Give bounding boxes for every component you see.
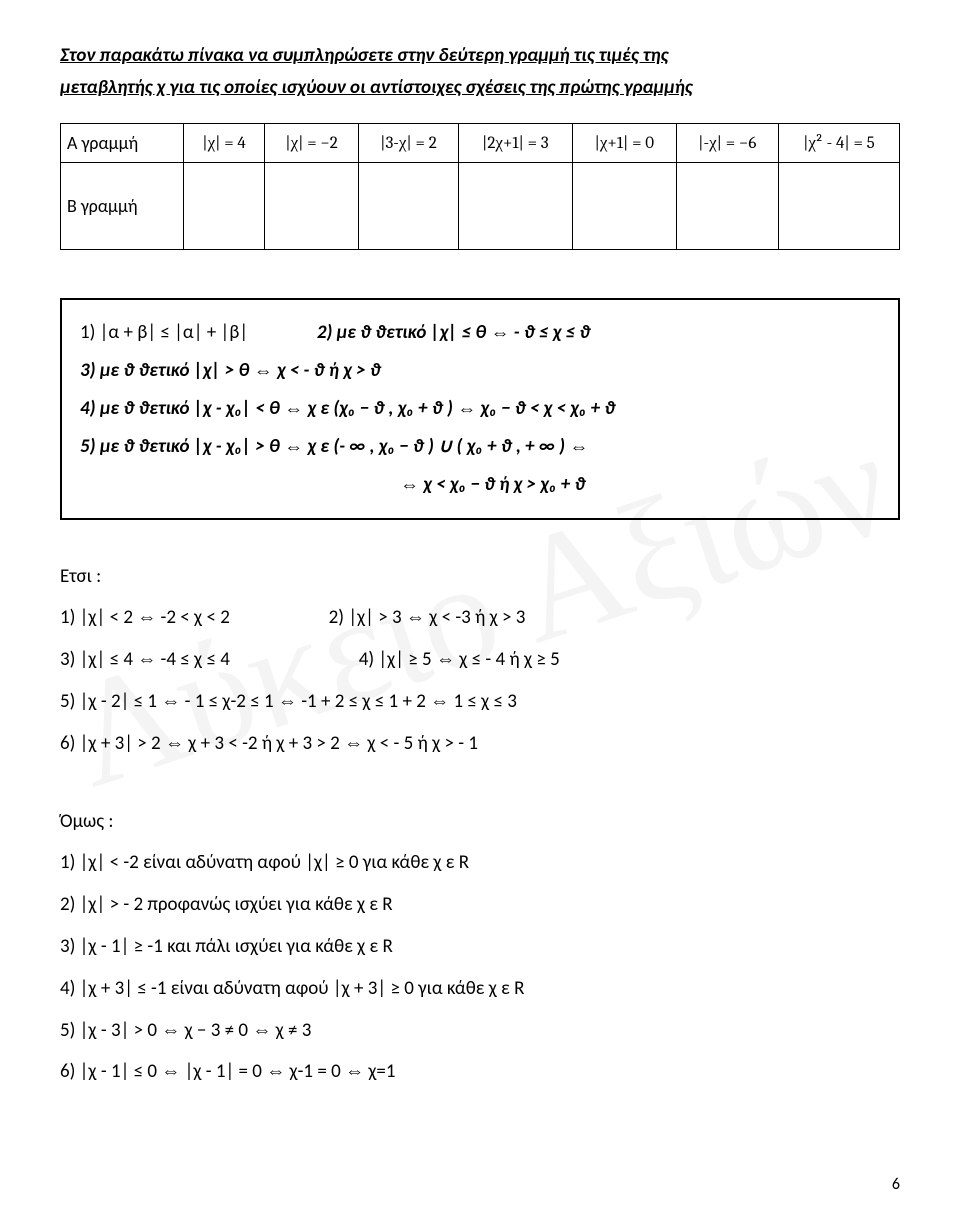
rule-5b: ⇔ χ < χ₀ − ϑ ή χ > χ₀ + ϑ (80, 466, 880, 504)
intro-text: Στον παρακάτω πίνακα να συμπληρώσετε στη… (60, 40, 900, 105)
rule-4: 4) με ϑ ϑετικό |χ - χ₀| < θ ⇔ χ ε (χ₀ − … (80, 390, 880, 428)
cell-a1: |χ| = 4 (184, 123, 265, 162)
cell-b7 (778, 162, 899, 249)
omos-2: 2) |χ| > - 2 προφανώς ισχύει για κάθε χ … (60, 884, 900, 926)
etsi-1: 1) |χ| < 2 ⇔ -2 < χ < 2 (60, 606, 230, 629)
etsi-5: 5) |χ - 2| ≤ 1 ⇔ - 1 ≤ χ-2 ≤ 1 ⇔ -1 + 2 … (60, 681, 900, 723)
etsi-4: 4) |χ| ≥ 5 ⇔ χ ≤ - 4 ή χ ≥ 5 (359, 648, 560, 671)
cell-a3: |3-χ| = 2 (359, 123, 459, 162)
etsi-label: Ετσι : (60, 556, 900, 598)
rule-3: 3) με ϑ ϑετικό |χ| > θ ⇔ χ < - ϑ ή χ > ϑ (80, 352, 880, 390)
cell-a7: |χ² - 4| = 5 (778, 123, 899, 162)
cell-a6: |-χ| = −6 (676, 123, 778, 162)
cell-b4 (458, 162, 572, 249)
etsi-2: 2) |χ| > 3 ⇔ χ < -3 ή χ > 3 (329, 606, 526, 629)
etsi-section: Ετσι : 1) |χ| < 2 ⇔ -2 < χ < 2 2) |χ| > … (60, 556, 900, 765)
table-row-b: Β γραμμή (61, 162, 900, 249)
intro-line2: μεταβλητής χ για τις οποίες ισχύουν οι α… (60, 76, 692, 99)
etsi-6: 6) |χ + 3| > 2 ⇔ χ + 3 < -2 ή χ + 3 > 2 … (60, 723, 900, 765)
omos-label: Όμως : (60, 801, 900, 843)
etsi-3: 3) |χ| ≤ 4 ⇔ -4 ≤ χ ≤ 4 (60, 648, 230, 671)
rule-5a: 5) με ϑ ϑετικό |χ - χ₀| > θ ⇔ χ ε (- ∞ ,… (80, 428, 880, 466)
table-row-a: Α γραμμή |χ| = 4 |χ| = −2 |3-χ| = 2 |2χ+… (61, 123, 900, 162)
etsi-row2: 3) |χ| ≤ 4 ⇔ -4 ≤ χ ≤ 4 4) |χ| ≥ 5 ⇔ χ ≤… (60, 639, 900, 681)
omos-section: Όμως : 1) |χ| < -2 είναι αδύνατη αφού |χ… (60, 801, 900, 1094)
omos-4: 4) |χ + 3| ≤ -1 είναι αδύνατη αφού |χ + … (60, 968, 900, 1010)
intro-line1: Στον παρακάτω πίνακα να συμπληρώσετε στη… (60, 44, 668, 67)
rule-1: 1) |α + β| ≤ |α| + |β| (80, 321, 248, 344)
cell-b5 (572, 162, 676, 249)
exercise-table: Α γραμμή |χ| = 4 |χ| = −2 |3-χ| = 2 |2χ+… (60, 123, 900, 250)
cell-b1 (184, 162, 265, 249)
cell-b2 (265, 162, 359, 249)
rule-1-2: 1) |α + β| ≤ |α| + |β| 2) με ϑ ϑετικό |χ… (80, 314, 880, 352)
rule-2: 2) με ϑ ϑετικό |χ| ≤ θ ⇔ - ϑ ≤ χ ≤ ϑ (317, 321, 590, 344)
omos-5: 5) |χ - 3| > 0 ⇔ χ − 3 ≠ 0 ⇔ χ ≠ 3 (60, 1010, 900, 1052)
omos-3: 3) |χ - 1| ≥ -1 και πάλι ισχύει για κάθε… (60, 926, 900, 968)
omos-1: 1) |χ| < -2 είναι αδύνατη αφού |χ| ≥ 0 γ… (60, 842, 900, 884)
cell-a4: |2χ+1| = 3 (458, 123, 572, 162)
cell-b6 (676, 162, 778, 249)
cell-a2: |χ| = −2 (265, 123, 359, 162)
cell-b3 (359, 162, 459, 249)
row-b-label: Β γραμμή (61, 162, 184, 249)
row-a-label: Α γραμμή (61, 123, 184, 162)
cell-a5: |χ+1| = 0 (572, 123, 676, 162)
omos-6: 6) |χ - 1| ≤ 0 ⇔ |χ - 1| = 0 ⇔ χ-1 = 0 ⇔… (60, 1051, 900, 1093)
page-number: 6 (892, 1175, 900, 1194)
rules-box: 1) |α + β| ≤ |α| + |β| 2) με ϑ ϑετικό |χ… (60, 298, 900, 520)
etsi-row1: 1) |χ| < 2 ⇔ -2 < χ < 2 2) |χ| > 3 ⇔ χ <… (60, 597, 900, 639)
